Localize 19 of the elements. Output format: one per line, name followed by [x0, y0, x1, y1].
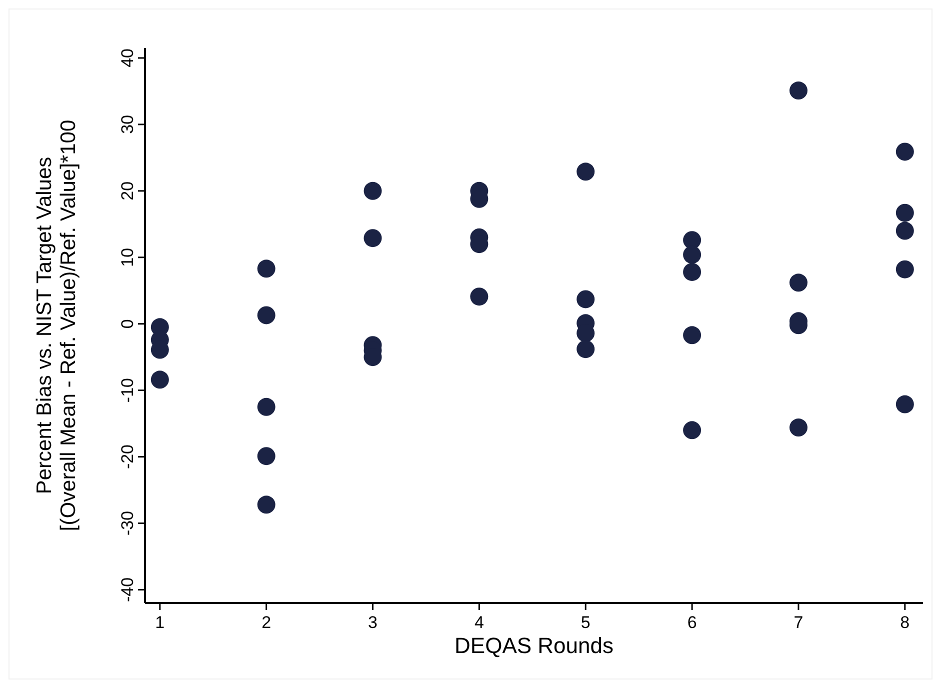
x-tick-label: 6 — [687, 613, 697, 632]
x-tick-label: 4 — [474, 613, 484, 632]
x-axis-title: DEQAS Rounds — [454, 633, 614, 658]
x-tick-label: 2 — [262, 613, 272, 632]
y-axis-title: Percent Bias vs. NIST Target Values [(Overall Mean - Ref. Value)/Ref. Value]*100 — [33, 120, 80, 532]
y-tick-label: -40 — [118, 577, 137, 602]
x-tick-label: 1 — [155, 613, 165, 632]
x-tick-label: 3 — [368, 613, 378, 632]
y-tick-label: 30 — [118, 114, 137, 134]
x-tick-label: 5 — [580, 613, 590, 632]
y-tick-label: -10 — [118, 378, 137, 403]
y-tick-label: 20 — [118, 181, 137, 200]
x-tick-label: 7 — [794, 613, 804, 632]
y-tick-label: 10 — [118, 248, 137, 267]
y-tick-label: -30 — [118, 510, 137, 536]
y-tick-label: 40 — [118, 48, 137, 68]
y-tick-label: -20 — [118, 444, 137, 470]
y-tick-label: 0 — [118, 319, 137, 329]
x-tick-label: 8 — [900, 613, 910, 632]
